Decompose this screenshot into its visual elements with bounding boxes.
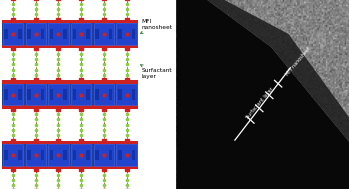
Bar (118, 150, 121, 160)
Bar (5, 150, 8, 160)
Bar (2, 166, 138, 169)
Bar (73, 89, 76, 100)
Bar (132, 150, 135, 160)
Bar (116, 84, 137, 105)
Bar (116, 144, 137, 166)
Text: MFI nanosheet: MFI nanosheet (285, 46, 312, 77)
Bar (71, 144, 91, 166)
Bar (2, 20, 138, 23)
Bar (27, 89, 31, 100)
Text: Surfactant layer: Surfactant layer (246, 87, 275, 120)
Bar (64, 89, 67, 100)
Bar (118, 89, 121, 100)
Bar (94, 144, 114, 166)
Bar (50, 89, 53, 100)
Bar (73, 29, 76, 40)
Bar (109, 150, 112, 160)
Bar (5, 89, 8, 100)
Bar (116, 23, 137, 45)
Bar (86, 150, 90, 160)
Bar (95, 89, 99, 100)
Bar (71, 84, 91, 105)
Bar (27, 29, 31, 40)
Bar (109, 89, 112, 100)
Bar (71, 23, 91, 45)
Polygon shape (176, 0, 349, 189)
Bar (73, 150, 76, 160)
Bar (27, 150, 31, 160)
Bar (132, 29, 135, 40)
Bar (18, 150, 22, 160)
Bar (41, 150, 44, 160)
Bar (2, 105, 138, 109)
Bar (48, 23, 69, 45)
Bar (64, 150, 67, 160)
Bar (25, 144, 46, 166)
Bar (109, 29, 112, 40)
Bar (64, 29, 67, 40)
Text: Surfactant
layer: Surfactant layer (141, 65, 172, 79)
Bar (95, 150, 99, 160)
Text: MFI
nanosheet: MFI nanosheet (141, 19, 172, 33)
Bar (2, 80, 138, 84)
Bar (86, 29, 90, 40)
Bar (86, 89, 90, 100)
Bar (25, 84, 46, 105)
Bar (50, 29, 53, 40)
Bar (2, 80, 138, 109)
Bar (2, 141, 138, 144)
Bar (2, 45, 138, 48)
Bar (94, 84, 114, 105)
Bar (18, 89, 22, 100)
Bar (48, 84, 69, 105)
Bar (48, 144, 69, 166)
Bar (2, 20, 138, 48)
Bar (2, 141, 138, 169)
Bar (95, 29, 99, 40)
Bar (18, 29, 22, 40)
Bar (3, 84, 23, 105)
Bar (50, 150, 53, 160)
Bar (118, 29, 121, 40)
Bar (3, 23, 23, 45)
Bar (94, 23, 114, 45)
Bar (5, 29, 8, 40)
Bar (41, 89, 44, 100)
Bar (25, 23, 46, 45)
Bar (132, 89, 135, 100)
Bar (3, 144, 23, 166)
Polygon shape (207, 0, 349, 142)
Bar (41, 29, 44, 40)
